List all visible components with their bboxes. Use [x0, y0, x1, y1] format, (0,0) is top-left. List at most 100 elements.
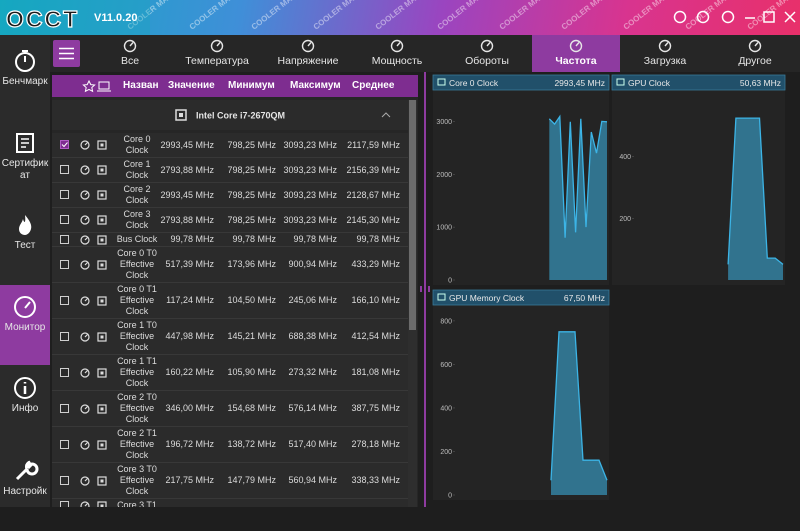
- tab-label: Другое: [738, 55, 772, 67]
- tab[interactable]: Температура: [173, 35, 261, 72]
- checkbox: [60, 331, 69, 341]
- gauge-icon[interactable]: [80, 367, 90, 378]
- collapse-chevron[interactable]: [381, 112, 391, 118]
- sidebar-item[interactable]: Инфо: [0, 370, 50, 448]
- gauge-icon[interactable]: [80, 500, 90, 508]
- gauge-icon[interactable]: [80, 234, 90, 245]
- tab-icon-shape: [480, 39, 494, 53]
- sidebar-item[interactable]: Тест: [0, 207, 50, 285]
- column-header[interactable]: Среднее: [352, 80, 395, 91]
- graph-toggle[interactable]: [97, 215, 107, 225]
- sensor-value: 117,24 MHz: [166, 295, 214, 305]
- toolbar-icon[interactable]: [696, 10, 710, 24]
- checkbox-box[interactable]: [60, 403, 69, 413]
- sidebar-item[interactable]: Монитор: [0, 285, 50, 365]
- tab[interactable]: Все: [86, 35, 174, 72]
- tab[interactable]: Частота: [532, 35, 620, 72]
- graph-toggle[interactable]: [97, 295, 107, 306]
- gauge-icon[interactable]: [80, 215, 90, 225]
- group-row: Intel Core i7-2670QM: [52, 100, 408, 130]
- gauge-icon[interactable]: [80, 140, 90, 150]
- tab[interactable]: Обороты: [443, 35, 531, 72]
- checkbox-box[interactable]: [60, 259, 69, 269]
- sensor-min: 104,50 MHz: [227, 295, 276, 305]
- checkbox-box[interactable]: [60, 295, 69, 305]
- sensor-value: 99,78 MHz: [170, 234, 214, 244]
- gauge-icon[interactable]: [80, 331, 90, 342]
- checkbox-box[interactable]: [60, 234, 69, 244]
- sensor-row: Core 2 Clock 2993,45 MHz 798,25 MHz 3093,23…: [52, 183, 408, 208]
- checkbox-box[interactable]: [60, 367, 69, 377]
- column-header[interactable]: Минимум: [228, 80, 275, 91]
- graph-panel: GPU Memory Clock 67,50 MHz 0 200 400 600 800: [432, 289, 610, 500]
- graph-toggle: [100, 299, 104, 302]
- graph-toggle[interactable]: [97, 367, 107, 378]
- toolbar-icon[interactable]: [673, 10, 687, 24]
- maximize-button[interactable]: [763, 11, 775, 23]
- icon-shape: [24, 301, 31, 309]
- gauge-icon[interactable]: [80, 439, 90, 450]
- graph-area: [551, 331, 607, 495]
- tab[interactable]: Напряжение: [264, 35, 352, 72]
- checkbox-box[interactable]: [60, 190, 69, 199]
- sensor-max: 3093,23 MHz: [283, 164, 337, 175]
- column-header[interactable]: Максимум: [290, 80, 341, 91]
- checkbox-box[interactable]: [60, 500, 69, 507]
- gauge-icon[interactable]: [80, 475, 90, 486]
- checkbox-box[interactable]: [60, 439, 69, 449]
- sensor-min: 105,90 MHz: [227, 367, 276, 377]
- sensor-avg: 2156,39 MHz: [346, 164, 400, 175]
- checkbox-cell: [60, 439, 80, 450]
- graph-toggle[interactable]: [97, 234, 107, 245]
- graph-toggle[interactable]: [97, 439, 107, 450]
- column-header[interactable]: Назван: [123, 80, 159, 91]
- gauge-icon[interactable]: [80, 259, 90, 270]
- toolbar-icon[interactable]: [721, 10, 735, 24]
- tab-icon-shape: [396, 42, 401, 47]
- column-header[interactable]: Значение: [168, 80, 215, 91]
- group-icons: Intel Core i7-2670QM: [175, 109, 391, 121]
- gauge-icon: [84, 502, 88, 506]
- graph-toggle[interactable]: [97, 259, 107, 270]
- graph-toggle[interactable]: [97, 331, 107, 342]
- menu-button[interactable]: [53, 40, 80, 67]
- tab-icon: [210, 39, 224, 53]
- checkbox-box[interactable]: [60, 331, 69, 341]
- sensor-min: 138,72 MHz: [227, 439, 276, 449]
- sensor-min: 154,68 MHz: [227, 403, 276, 413]
- graph-title: GPU Memory Clock: [449, 293, 525, 303]
- close-button[interactable]: [784, 11, 796, 23]
- scrollbar-thumb[interactable]: [409, 100, 416, 330]
- checkbox-box[interactable]: [60, 140, 69, 149]
- sidebar-item[interactable]: Настройк: [0, 453, 50, 531]
- sensor-max: 273,32 MHz: [288, 367, 337, 377]
- gauge-icon[interactable]: [80, 295, 90, 306]
- sidebar-item[interactable]: Бенчмарк: [0, 43, 50, 121]
- graph-toggle[interactable]: [97, 140, 107, 150]
- sidebar-item[interactable]: Сертификат: [0, 125, 50, 203]
- checkbox-box[interactable]: [60, 475, 69, 485]
- tab[interactable]: Другое: [711, 35, 799, 72]
- tab[interactable]: Загрузка: [621, 35, 709, 72]
- graph-toggle[interactable]: [97, 475, 107, 486]
- graph-toggle[interactable]: [97, 403, 107, 414]
- banner-text: COOLER MASTER: [498, 0, 559, 32]
- graph-toggle[interactable]: [97, 500, 107, 508]
- app-logo: OCCT: [6, 6, 79, 32]
- gauge-icon[interactable]: [80, 403, 90, 414]
- icon-cell: [80, 439, 114, 450]
- gauge-icon[interactable]: [80, 190, 90, 200]
- gauge-icon[interactable]: [80, 165, 90, 175]
- checkbox-box[interactable]: [60, 165, 69, 174]
- icon-cell: [80, 234, 114, 245]
- tab[interactable]: Мощность: [353, 35, 441, 72]
- gauge-icon: [84, 217, 88, 221]
- gauge-icon: [84, 333, 88, 337]
- splitter[interactable]: [424, 72, 426, 507]
- tab-icon: [480, 39, 494, 53]
- sensor-max: 245,06 MHz: [288, 295, 337, 305]
- y-tick-label: 2000: [436, 172, 452, 179]
- graph-toggle[interactable]: [97, 165, 107, 175]
- checkbox-box[interactable]: [60, 215, 69, 224]
- graph-toggle[interactable]: [97, 190, 107, 200]
